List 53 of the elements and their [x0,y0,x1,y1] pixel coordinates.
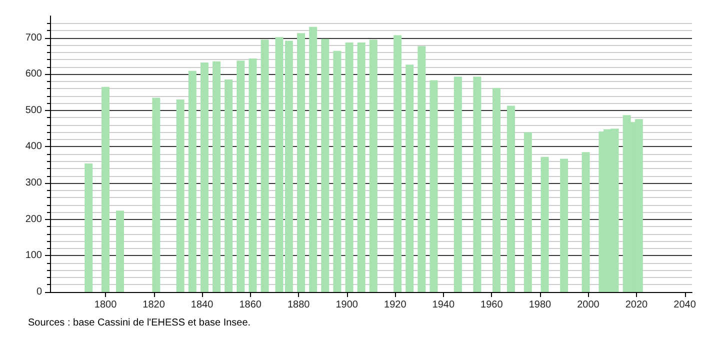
y-tick-label: 500 [25,104,42,116]
bar [297,33,306,292]
x-tick-label: 1960 [480,300,504,310]
bar [260,40,269,292]
bar [492,88,501,292]
bar [540,156,549,292]
bar [345,42,354,292]
bar [418,46,426,292]
y-tick-label: 0 [36,286,42,298]
bar [394,35,402,292]
bar [454,76,462,292]
bar [248,58,257,292]
bar [212,61,221,292]
bar [116,210,124,292]
y-tick-label: 100 [25,250,42,262]
x-tick-label: 1880 [287,300,310,310]
bar [506,106,515,292]
x-tick-label: 1820 [142,300,166,310]
x-tick-label: 1920 [384,300,407,310]
bar [152,98,160,292]
bar [357,42,366,292]
x-tick-label: 1980 [528,300,552,310]
bar [224,80,233,292]
x-tick-label: 1800 [94,300,118,310]
bar [84,163,93,292]
x-tick-label: 2020 [625,300,648,310]
x-tick-label: 1840 [190,300,214,310]
y-tick-label: 200 [25,214,42,225]
bar [188,70,196,292]
bar [333,50,342,292]
y-tick-label: 400 [25,141,42,152]
bar [200,62,208,292]
x-tick-label: 1860 [239,300,262,310]
x-tick-label: 2000 [577,300,600,310]
bar [102,86,110,292]
bar [430,80,438,292]
bar [582,152,590,292]
bar [560,158,568,292]
x-tick-label: 2040 [674,300,696,310]
bar [176,100,184,292]
source-note: Sources : base Cassini de l'EHESS et base Insee. [28,318,251,328]
y-tick-label: 700 [25,32,42,44]
x-tick-label: 1940 [432,300,455,310]
x-tick-label: 1900 [336,300,358,310]
y-tick-label: 300 [25,178,42,189]
bar [309,26,318,292]
bar [406,64,414,292]
bar [236,60,245,292]
y-tick-label: 600 [25,68,42,80]
bar [524,132,532,292]
bar [321,38,330,292]
bar [369,40,378,292]
bar [473,76,482,292]
